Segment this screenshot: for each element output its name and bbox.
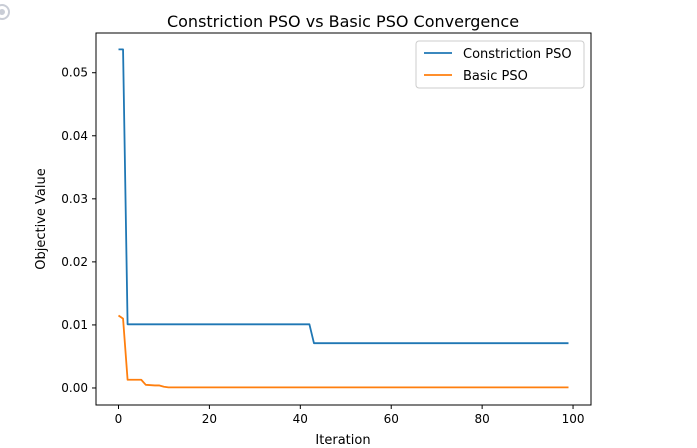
legend-label: Basic PSO: [463, 69, 528, 84]
x-tick-label: 0: [115, 412, 123, 426]
y-tick-label: 0.00: [61, 381, 88, 395]
y-tick-label: 0.03: [61, 192, 88, 206]
legend: Constriction PSO Basic PSO: [415, 40, 585, 89]
x-tick-label: 20: [202, 412, 217, 426]
x-tick-label: 60: [384, 412, 399, 426]
legend-box: [415, 40, 585, 89]
chart-title: Constriction PSO vs Basic PSO Convergenc…: [167, 12, 519, 31]
app-logo-icon: [0, 4, 10, 20]
y-tick-label: 0.02: [61, 255, 88, 269]
series-line-1: [118, 48, 569, 345]
y-tick-label: 0.05: [61, 66, 88, 80]
plot-frame: [95, 32, 592, 406]
series-line-2: [117, 314, 569, 389]
legend-label: Constriction PSO: [463, 47, 572, 62]
y-tick-label: 0.01: [61, 318, 88, 332]
x-axis-label: Iteration: [315, 433, 370, 448]
x-tick-label: 40: [293, 412, 308, 426]
x-tick-label: 80: [474, 412, 489, 426]
y-tick-label: 0.04: [61, 129, 88, 143]
y-axis-label: Objective Value: [34, 168, 49, 269]
x-tick-label: 100: [562, 412, 585, 426]
